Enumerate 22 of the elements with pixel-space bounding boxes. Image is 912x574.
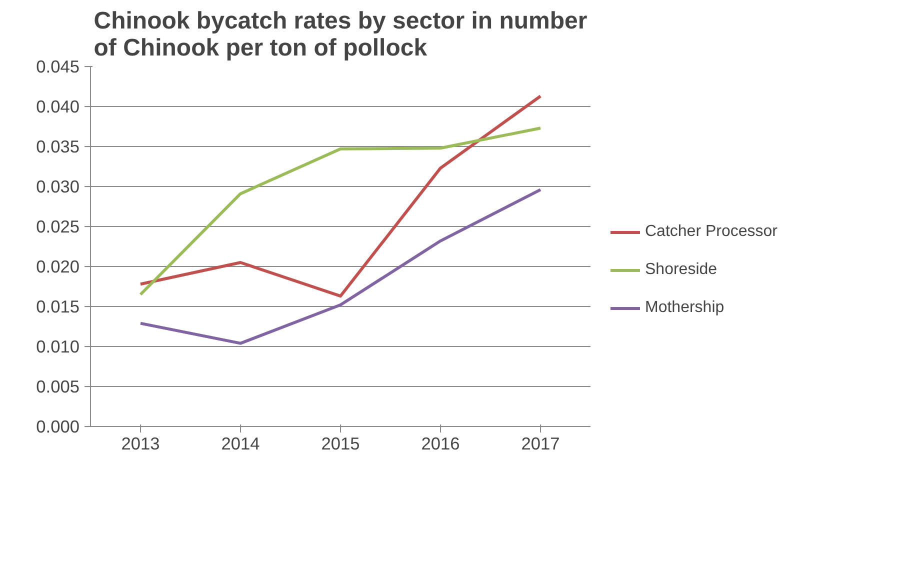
x-tick-label: 2014 [221,434,260,454]
y-tick-label: 0.010 [36,336,80,356]
y-tick-label: 0.005 [36,376,80,396]
y-tick-label: 0.030 [36,176,80,196]
x-tick-label: 2015 [321,434,360,454]
y-tick-label: 0.015 [36,296,80,316]
x-tick-label: 2013 [121,434,160,454]
y-tick-label: 0.045 [36,56,80,76]
line-series [139,188,542,345]
x-tick-label: 2016 [421,434,460,454]
legend-label: Catcher Processor [645,223,778,241]
line-series [139,126,542,296]
line-series [139,94,542,298]
y-tick-label: 0.000 [36,416,80,436]
x-tick-label: 2017 [521,434,560,454]
legend-label: Shoreside [645,261,718,279]
y-tick-label: 0.040 [36,96,80,116]
y-tick-label: 0.020 [36,256,80,276]
y-tick-label: 0.025 [36,216,80,236]
y-tick-label: 0.035 [36,136,80,156]
chart-title: Chinook bycatch rates by sector in number of Chinook per ton of pollock [94,8,588,62]
legend-label: Mothership [645,299,724,317]
